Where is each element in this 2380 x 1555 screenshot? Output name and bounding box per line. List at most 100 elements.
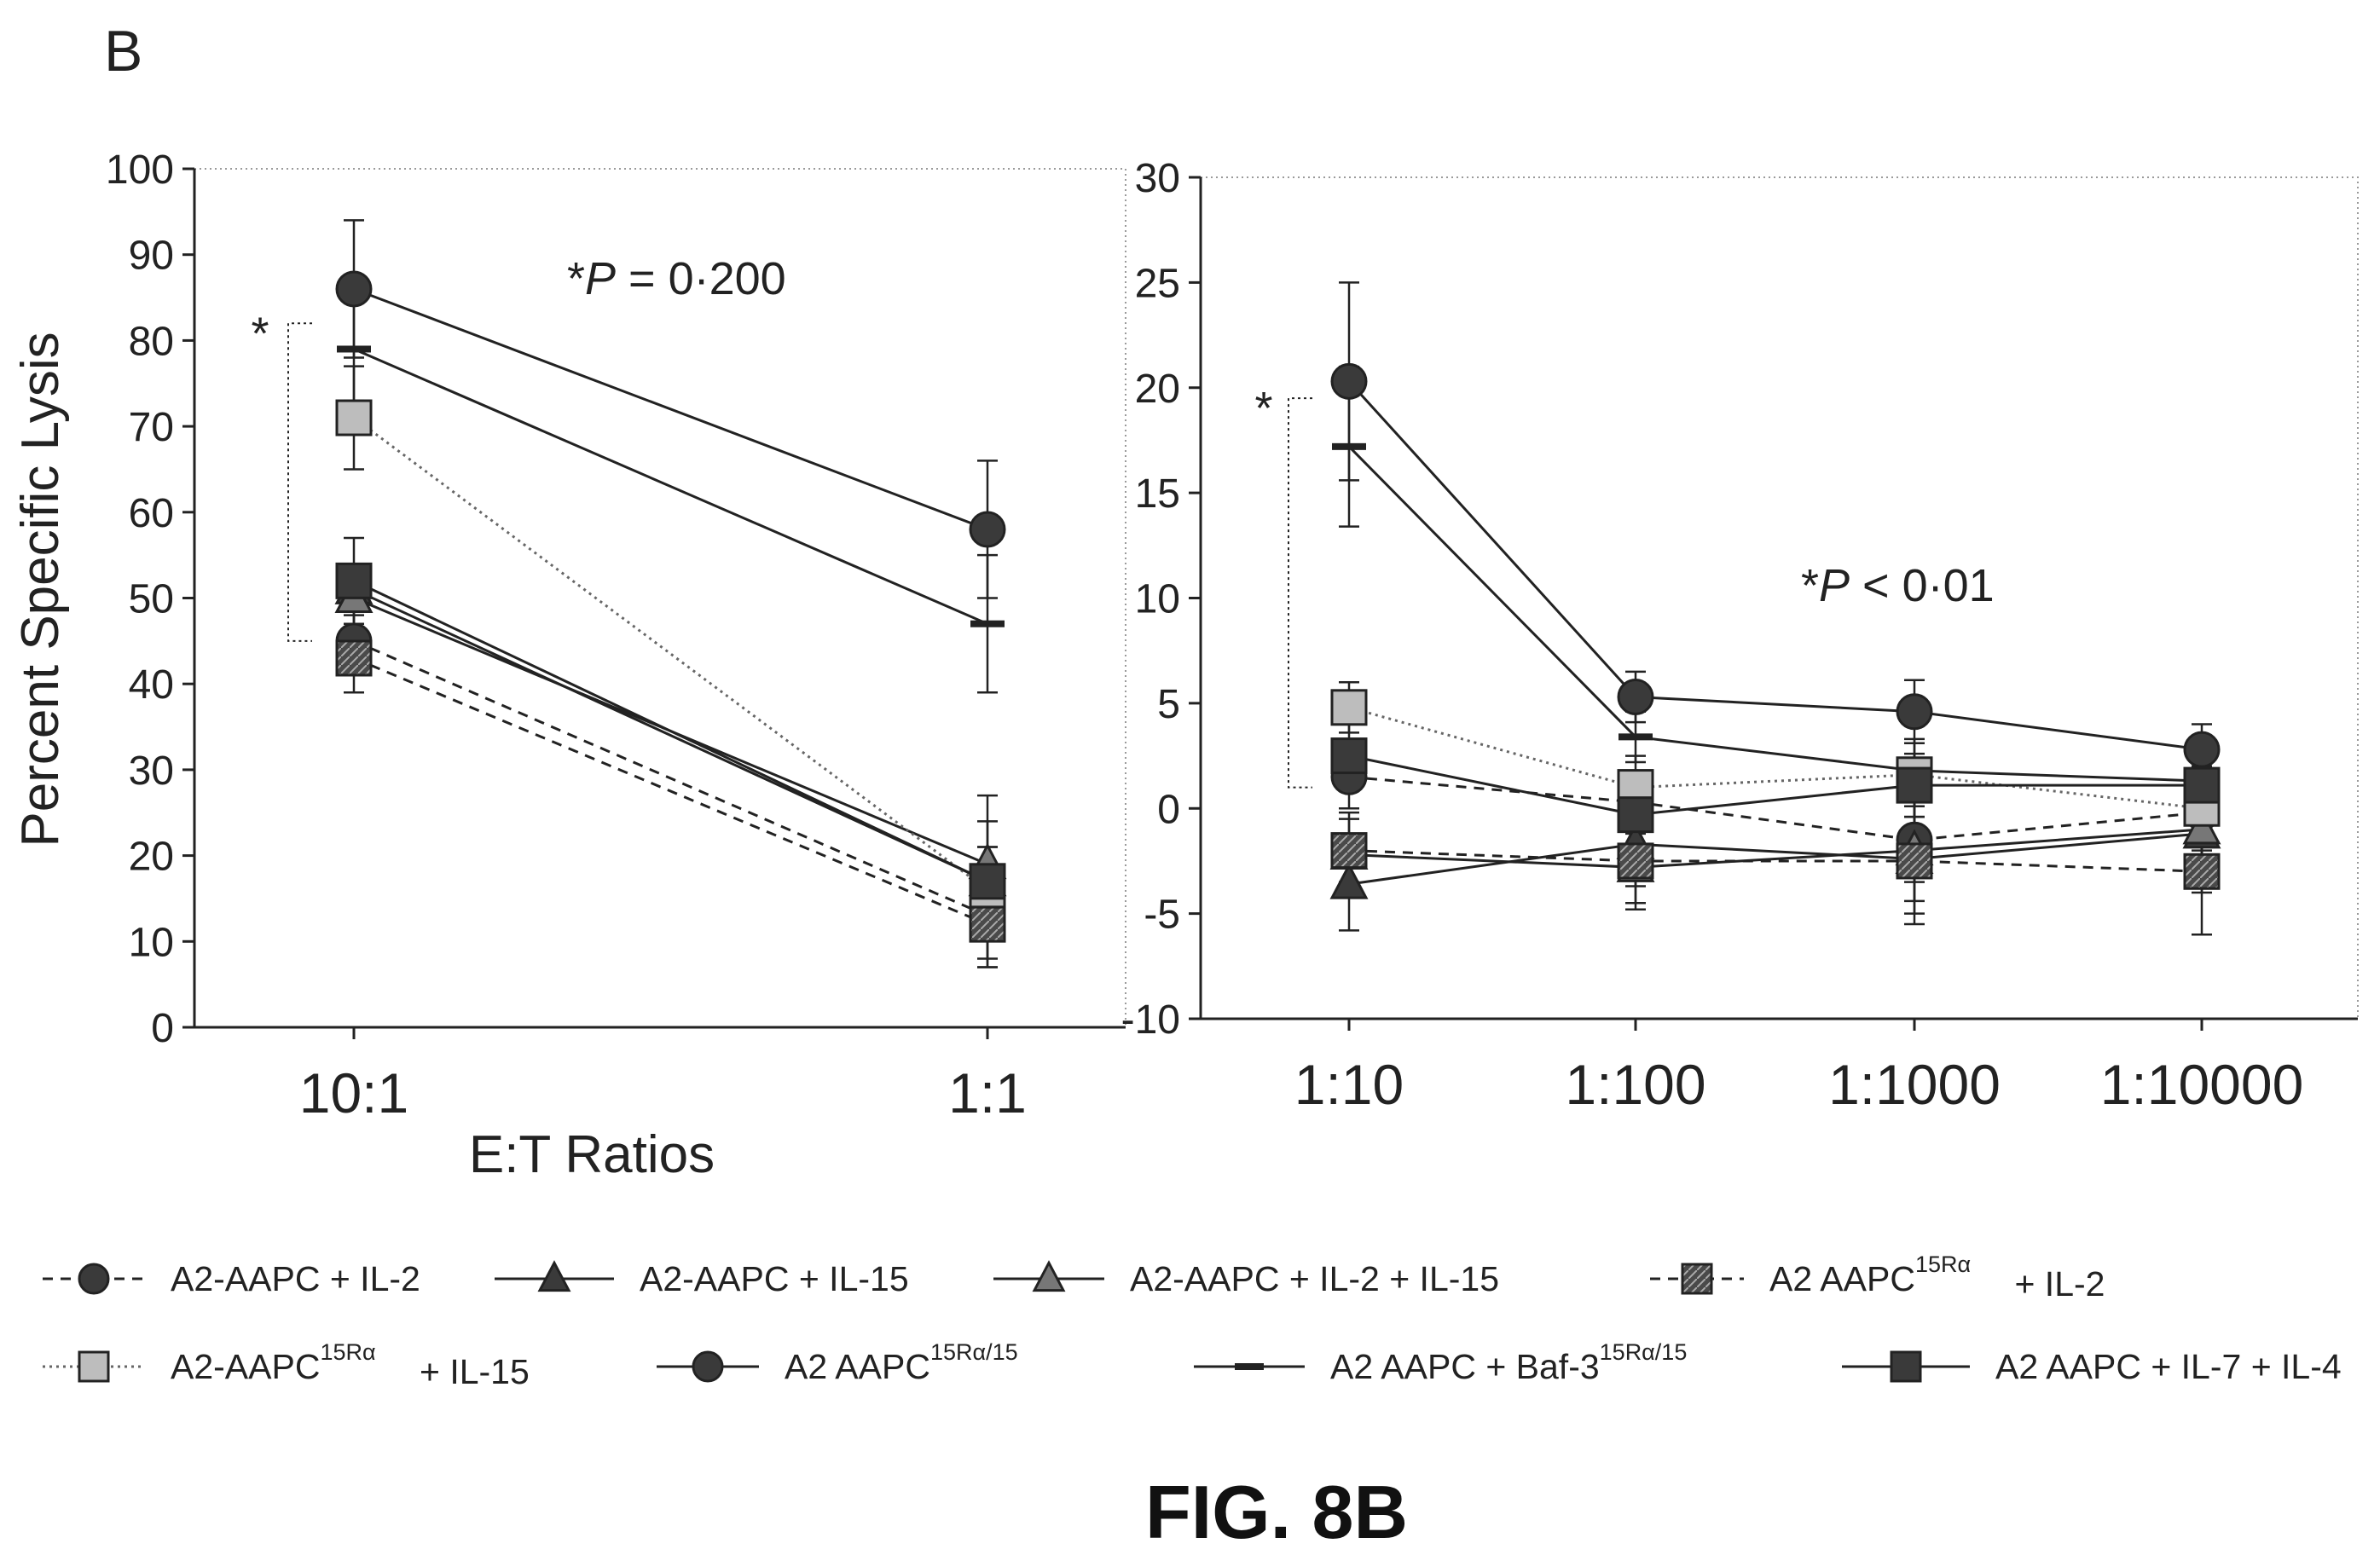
data-point xyxy=(335,562,373,599)
data-point xyxy=(2183,766,2221,804)
significance-bracket xyxy=(1288,397,1312,789)
data-point xyxy=(1332,442,1366,450)
y-tick-label: 25 xyxy=(1135,261,1180,306)
data-point xyxy=(969,863,1006,900)
y-tick-label: 30 xyxy=(129,749,174,794)
data-point xyxy=(1896,693,1933,731)
data-point xyxy=(1617,678,1654,715)
legend-marker xyxy=(692,1350,724,1383)
data-point xyxy=(1330,689,1368,726)
data-point xyxy=(335,639,373,677)
legend-marker xyxy=(78,1263,110,1295)
series-line xyxy=(353,656,988,926)
legend-marker xyxy=(1235,1363,1264,1370)
series-line xyxy=(1348,828,2203,869)
data-point xyxy=(1330,362,1368,400)
x-tick-label: 1:1 xyxy=(948,1061,1027,1124)
data-point xyxy=(1896,766,1933,804)
y-tick-label: 20 xyxy=(1135,367,1180,412)
x-tick-label: 1:1000 xyxy=(1828,1053,2001,1116)
legend-marker xyxy=(1890,1350,1922,1383)
legend-item: A2 AAPC15Rα/15 xyxy=(657,1339,1018,1386)
panel-letter: B xyxy=(104,19,142,84)
plot-frame xyxy=(1200,176,2359,1020)
p-value-annotation: *P < 0·01 xyxy=(1801,560,1995,611)
y-tick-label: 40 xyxy=(129,662,174,708)
data-point xyxy=(335,270,373,308)
legend-label: A2-AAPC + IL-2 + IL-15 xyxy=(1130,1259,1499,1298)
data-point xyxy=(337,345,371,353)
x-axis-label: E:T Ratios xyxy=(469,1125,715,1184)
y-tick-label: 70 xyxy=(129,405,174,450)
y-tick-label: 0 xyxy=(151,1006,174,1051)
data-point xyxy=(1330,737,1368,775)
x-tick-label: 10:1 xyxy=(299,1061,408,1124)
y-tick-label: 50 xyxy=(129,577,174,622)
data-point xyxy=(1896,842,1933,880)
series-line xyxy=(353,639,988,917)
x-tick-label: 1:100 xyxy=(1565,1053,1705,1116)
y-tick-label: 0 xyxy=(1157,787,1180,832)
plot-frame xyxy=(194,168,1126,1028)
y-tick-label: 90 xyxy=(129,234,174,279)
data-point xyxy=(2183,853,2221,890)
significance-bracket xyxy=(287,322,312,642)
data-point xyxy=(2182,807,2221,845)
series-line xyxy=(353,416,988,892)
x-tick-label: 1:10 xyxy=(1294,1053,1404,1116)
legend-marker xyxy=(1681,1263,1713,1295)
x-tick-label: 1:10000 xyxy=(2100,1053,2304,1116)
legend-label: A2 AAPC15Rα/15 xyxy=(785,1339,1018,1386)
data-point xyxy=(1619,733,1653,741)
series-line xyxy=(353,588,988,883)
legend-item: A2-AAPC + IL-2 xyxy=(43,1259,420,1298)
y-tick-label: 5 xyxy=(1157,682,1180,727)
data-point xyxy=(1330,832,1368,870)
legend-item: A2-AAPC + IL-15 xyxy=(495,1259,909,1298)
data-point xyxy=(2183,731,2221,768)
data-point xyxy=(969,905,1006,943)
series-line xyxy=(1348,754,2202,817)
y-tick-label: 100 xyxy=(106,147,174,193)
data-point xyxy=(1617,796,1654,834)
data-point xyxy=(335,399,373,436)
legend-item: A2 AAPC + Baf-315Rα/15 xyxy=(1194,1339,1687,1386)
y-tick-label: -10 xyxy=(1121,997,1180,1043)
chart-right-panel: -10 -5 0 5 10 15 20 25 30 1:10 1:100 1:1000 1:10000 *… xyxy=(1121,156,2359,1116)
significance-star: * xyxy=(1254,383,1272,434)
series-line xyxy=(353,348,988,626)
data-point xyxy=(970,620,1005,627)
significance-star: * xyxy=(251,308,269,359)
series-line xyxy=(353,580,988,883)
y-tick-label: -5 xyxy=(1144,893,1180,938)
legend-label: A2-AAPC15Rα + IL-15 xyxy=(171,1339,530,1391)
legend-label: A2-AAPC + IL-2 xyxy=(171,1259,420,1298)
series-line xyxy=(1348,706,2203,810)
series-line xyxy=(1348,832,2203,886)
series-line xyxy=(1347,380,2203,751)
y-axis-label: Percent Specific Lysis xyxy=(11,332,70,847)
series-line xyxy=(1347,445,2203,783)
data-point xyxy=(1329,862,1369,899)
y-tick-label: 60 xyxy=(129,491,174,536)
y-tick-label: 80 xyxy=(129,319,174,364)
legend-marker xyxy=(537,1260,571,1292)
legend-label: A2-AAPC + IL-15 xyxy=(640,1259,909,1298)
series-line xyxy=(1348,849,2203,873)
legend-item: A2 AAPC15Rα + IL-2 xyxy=(1650,1252,2105,1304)
legend-marker xyxy=(1032,1260,1066,1292)
y-tick-label: 10 xyxy=(129,920,174,965)
data-point xyxy=(969,511,1006,548)
series-line xyxy=(1348,775,2203,841)
figure-caption: FIG. 8B xyxy=(1145,1470,1408,1554)
data-point xyxy=(1617,842,1654,880)
legend-label: A2 AAPC15Rα + IL-2 xyxy=(1769,1252,2105,1304)
p-value-annotation: *P = 0·200 xyxy=(567,253,786,304)
legend: A2-AAPC + IL-2 A2-AAPC + IL-15 A2-AAPC + I… xyxy=(43,1252,2342,1391)
chart-left-panel: 0 10 20 30 40 50 60 70 80 90 100 10:1 1:1 E:T Ratios P… xyxy=(11,147,1126,1184)
series-line xyxy=(353,287,988,531)
legend-marker xyxy=(78,1350,110,1383)
legend-item: A2-AAPC15Rα + IL-15 xyxy=(43,1339,530,1391)
y-tick-label: 15 xyxy=(1135,471,1180,517)
